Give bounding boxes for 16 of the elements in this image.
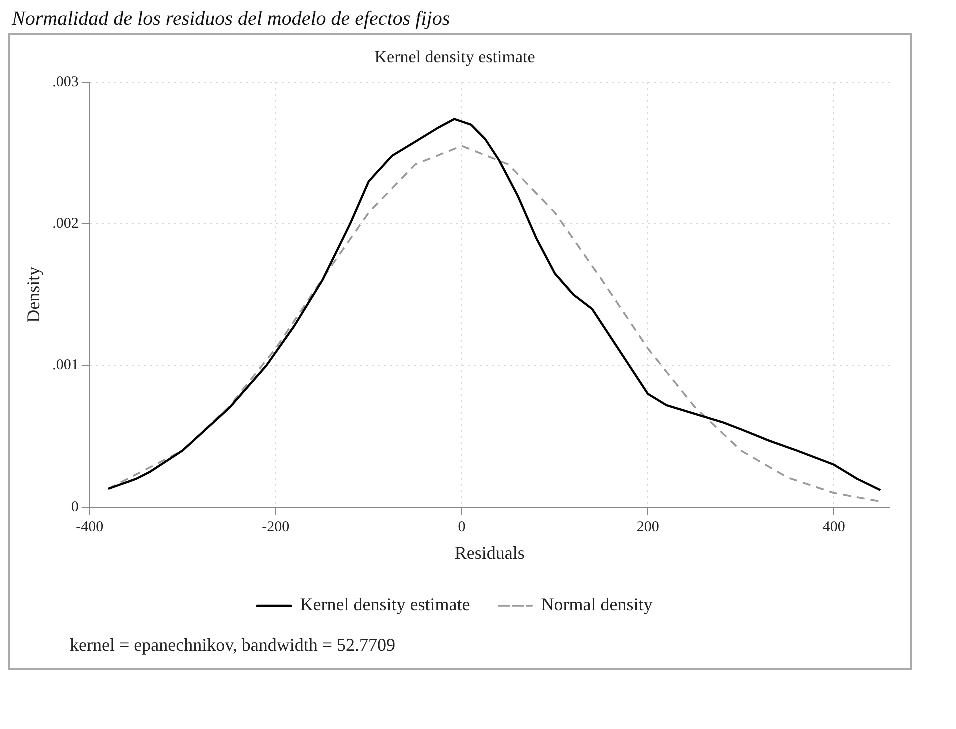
x-tick-label: -200 xyxy=(262,519,290,536)
y-tick-label: .001 xyxy=(52,358,79,374)
y-axis-title: Density xyxy=(24,266,44,323)
text: kernel = epanechnikov, bandwidth = 52.7709 xyxy=(70,635,397,656)
chart-title: Kernel density estimate xyxy=(374,48,536,67)
legend-label: Kernel density estimate xyxy=(300,594,470,615)
legend-label: Normal density xyxy=(541,594,653,615)
text: Normalidad de los residuos del modelo de efectos fijos xyxy=(12,8,452,31)
y-tick-label: .002 xyxy=(52,216,79,232)
x-axis-title: Residuals xyxy=(454,542,525,563)
x-tick-label: 200 xyxy=(636,519,660,536)
y-tick-label: 0 xyxy=(71,499,79,516)
y-tick-label: .003 xyxy=(52,74,79,90)
x-tick-label: 0 xyxy=(458,519,466,536)
x-tick-label: 400 xyxy=(822,519,846,536)
x-tick-label: -400 xyxy=(76,519,104,536)
